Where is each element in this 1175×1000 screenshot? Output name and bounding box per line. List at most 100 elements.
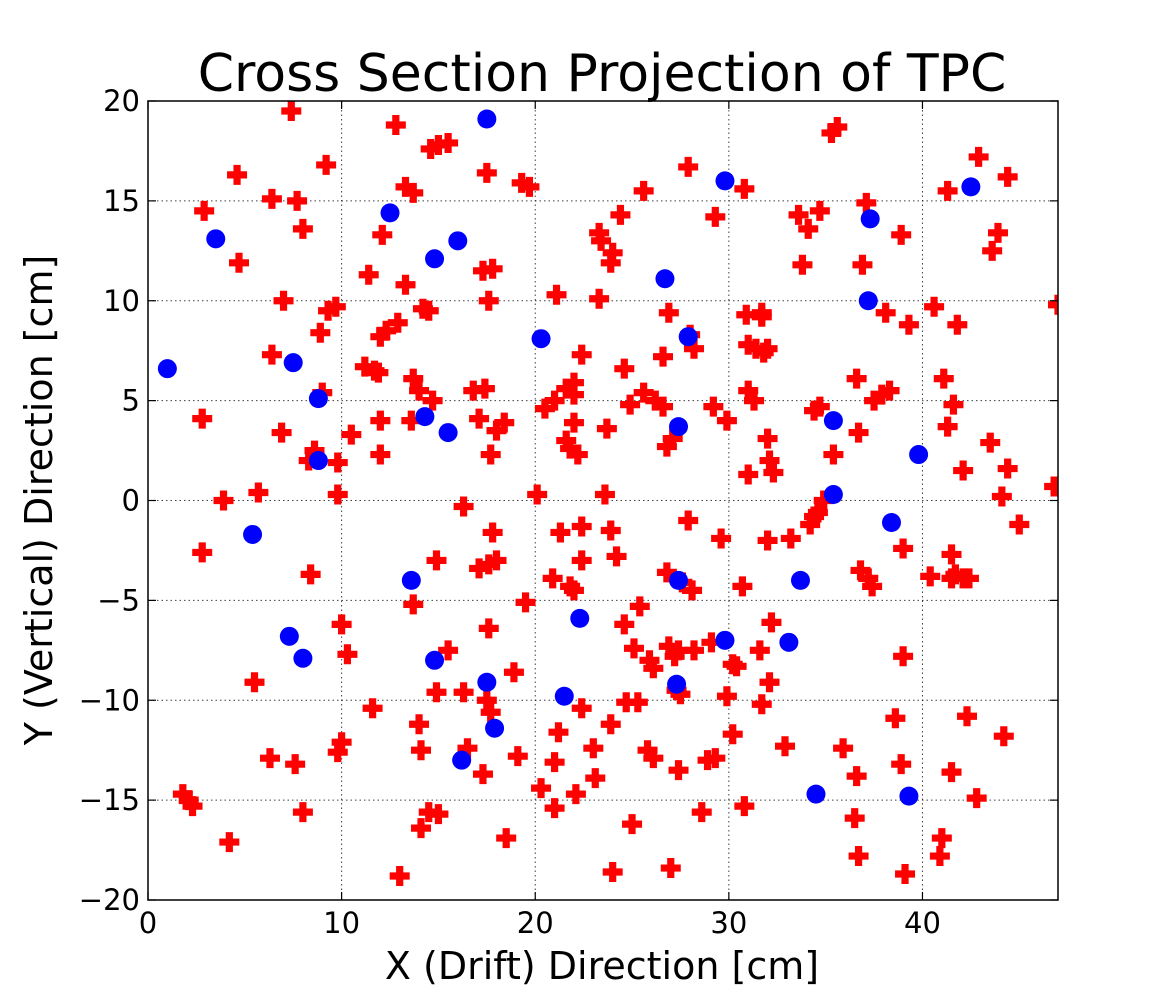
plus-marker — [875, 302, 896, 323]
plus-marker — [924, 296, 945, 317]
plus-marker — [763, 462, 784, 483]
plus-marker — [997, 166, 1018, 187]
plus-marker — [550, 522, 571, 543]
plus-marker — [327, 484, 348, 505]
plus-marker — [534, 398, 555, 419]
plus-marker — [629, 596, 650, 617]
plus-marker — [259, 748, 280, 769]
circle-marker — [899, 786, 919, 806]
y-tick-label: 15 — [103, 184, 140, 218]
plus-marker — [370, 444, 391, 465]
plus-marker — [606, 546, 627, 567]
plus-marker — [788, 204, 809, 225]
plus-marker — [476, 162, 497, 183]
circle-marker — [279, 626, 299, 646]
plus-marker — [327, 742, 348, 763]
circle-marker — [669, 417, 689, 437]
plus-marker — [337, 644, 358, 665]
plus-marker — [281, 101, 302, 121]
plus-marker — [571, 550, 592, 571]
plus-marker — [507, 746, 528, 767]
plus-marker — [664, 646, 685, 667]
plus-marker — [583, 738, 604, 759]
plus-marker — [478, 554, 499, 575]
plus-marker — [684, 338, 704, 359]
plus-marker — [438, 132, 459, 153]
plus-marker — [292, 802, 313, 823]
plus-marker — [428, 804, 449, 825]
circle-marker — [477, 672, 497, 692]
plus-marker — [656, 562, 677, 583]
plus-marker — [571, 698, 592, 719]
plus-marker — [637, 740, 658, 761]
plus-marker — [753, 342, 774, 363]
plus-marker — [858, 568, 879, 589]
plus-marker — [941, 544, 962, 565]
circle-marker — [909, 445, 929, 465]
plus-marker — [331, 732, 352, 753]
plus-marker-series — [172, 101, 1058, 887]
plus-marker — [800, 514, 821, 535]
plus-marker — [716, 410, 737, 431]
plus-marker — [273, 290, 294, 311]
plus-marker — [370, 410, 391, 431]
circle-marker — [570, 608, 590, 628]
plus-marker — [991, 486, 1012, 507]
y-tick-label: 20 — [103, 84, 140, 118]
plus-marker — [933, 368, 954, 389]
plus-marker — [738, 334, 759, 355]
plus-marker — [563, 412, 584, 433]
circle-marker — [415, 407, 435, 427]
circle-marker — [308, 451, 328, 471]
circle-marker — [293, 648, 313, 668]
plus-marker — [891, 224, 912, 245]
plus-marker — [182, 796, 203, 817]
y-tick-label: 10 — [103, 284, 140, 318]
plus-marker — [327, 452, 348, 473]
plus-marker — [775, 736, 795, 757]
plus-marker — [716, 686, 737, 707]
circle-marker — [961, 177, 981, 197]
y-tick-label: −5 — [97, 583, 140, 617]
plus-marker — [705, 748, 726, 769]
plus-marker — [920, 566, 941, 587]
plus-marker — [531, 778, 552, 799]
plus-marker — [749, 640, 770, 661]
circle-marker — [243, 524, 263, 544]
plus-marker — [403, 368, 424, 389]
plus-marker — [958, 568, 979, 589]
plus-marker — [585, 768, 606, 789]
y-axis-tick-labels: −20 −15 −10 −5 0 5 10 15 20 — [79, 84, 140, 917]
plus-marker — [937, 180, 958, 201]
plus-marker — [503, 662, 524, 683]
plus-marker — [544, 752, 565, 773]
plus-marker — [945, 564, 966, 585]
plus-marker — [194, 200, 215, 221]
plus-marker — [372, 224, 393, 245]
plus-marker — [515, 592, 536, 613]
circle-marker — [401, 570, 421, 590]
plus-marker — [734, 178, 755, 199]
plus-marker — [798, 218, 819, 239]
plus-marker — [560, 438, 581, 459]
plus-marker — [804, 506, 825, 527]
plus-marker — [844, 808, 865, 829]
plus-marker — [856, 192, 877, 213]
circle-marker — [157, 359, 177, 379]
plus-marker — [544, 390, 565, 411]
plus-marker — [527, 484, 548, 505]
plus-marker — [734, 796, 755, 817]
circle-marker — [554, 686, 574, 706]
plus-marker — [941, 568, 962, 589]
circle-marker — [531, 329, 551, 349]
plus-marker — [691, 802, 712, 823]
plus-marker — [678, 510, 699, 531]
circle-marker — [477, 109, 497, 129]
chart-title: Cross Section Projection of TPC — [198, 44, 1007, 104]
y-axis-label: Y (Vertical) Direction [cm] — [17, 255, 61, 747]
plus-marker — [833, 738, 854, 759]
plus-marker — [966, 788, 987, 809]
plus-marker — [643, 658, 664, 679]
circle-marker — [715, 630, 735, 650]
plus-marker — [494, 412, 515, 433]
